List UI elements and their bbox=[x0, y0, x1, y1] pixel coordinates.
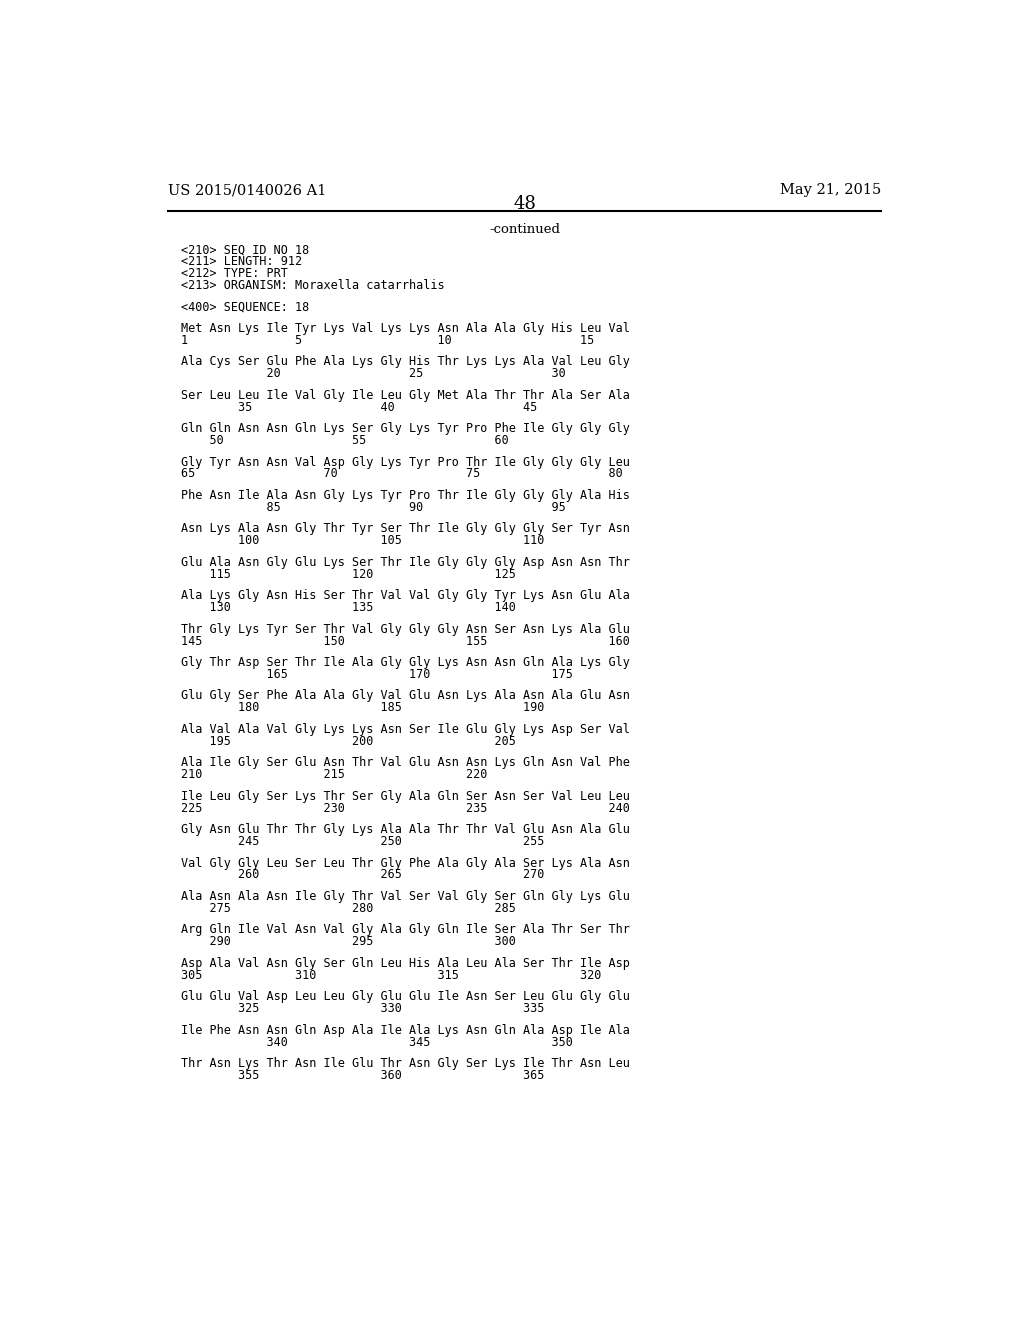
Text: 145                 150                 155                 160: 145 150 155 160 bbox=[180, 635, 630, 648]
Text: 195                 200                 205: 195 200 205 bbox=[180, 735, 515, 748]
Text: Ser Leu Leu Ile Val Gly Ile Leu Gly Met Ala Thr Thr Ala Ser Ala: Ser Leu Leu Ile Val Gly Ile Leu Gly Met … bbox=[180, 388, 630, 401]
Text: -continued: -continued bbox=[489, 223, 560, 236]
Text: Ala Ile Gly Ser Glu Asn Thr Val Glu Asn Asn Lys Gln Asn Val Phe: Ala Ile Gly Ser Glu Asn Thr Val Glu Asn … bbox=[180, 756, 630, 770]
Text: <400> SEQUENCE: 18: <400> SEQUENCE: 18 bbox=[180, 301, 309, 313]
Text: 210                 215                 220: 210 215 220 bbox=[180, 768, 487, 781]
Text: <211> LENGTH: 912: <211> LENGTH: 912 bbox=[180, 255, 302, 268]
Text: 225                 230                 235                 240: 225 230 235 240 bbox=[180, 801, 630, 814]
Text: 340                 345                 350: 340 345 350 bbox=[180, 1036, 572, 1048]
Text: Thr Asn Lys Thr Asn Ile Glu Thr Asn Gly Ser Lys Ile Thr Asn Leu: Thr Asn Lys Thr Asn Ile Glu Thr Asn Gly … bbox=[180, 1057, 630, 1071]
Text: 180                 185                 190: 180 185 190 bbox=[180, 701, 544, 714]
Text: Ala Lys Gly Asn His Ser Thr Val Val Gly Gly Tyr Lys Asn Glu Ala: Ala Lys Gly Asn His Ser Thr Val Val Gly … bbox=[180, 589, 630, 602]
Text: Gln Gln Asn Asn Gln Lys Ser Gly Lys Tyr Pro Phe Ile Gly Gly Gly: Gln Gln Asn Asn Gln Lys Ser Gly Lys Tyr … bbox=[180, 422, 630, 436]
Text: Phe Asn Ile Ala Asn Gly Lys Tyr Pro Thr Ile Gly Gly Gly Ala His: Phe Asn Ile Ala Asn Gly Lys Tyr Pro Thr … bbox=[180, 488, 630, 502]
Text: Ala Cys Ser Glu Phe Ala Lys Gly His Thr Lys Lys Ala Val Leu Gly: Ala Cys Ser Glu Phe Ala Lys Gly His Thr … bbox=[180, 355, 630, 368]
Text: 355                 360                 365: 355 360 365 bbox=[180, 1069, 544, 1082]
Text: Val Gly Gly Leu Ser Leu Thr Gly Phe Ala Gly Ala Ser Lys Ala Asn: Val Gly Gly Leu Ser Leu Thr Gly Phe Ala … bbox=[180, 857, 630, 870]
Text: 245                 250                 255: 245 250 255 bbox=[180, 836, 544, 847]
Text: 100                 105                 110: 100 105 110 bbox=[180, 535, 544, 548]
Text: Arg Gln Ile Val Asn Val Gly Ala Gly Gln Ile Ser Ala Thr Ser Thr: Arg Gln Ile Val Asn Val Gly Ala Gly Gln … bbox=[180, 924, 630, 936]
Text: 165                 170                 175: 165 170 175 bbox=[180, 668, 572, 681]
Text: 48: 48 bbox=[513, 195, 537, 214]
Text: Thr Gly Lys Tyr Ser Thr Val Gly Gly Gly Asn Ser Asn Lys Ala Glu: Thr Gly Lys Tyr Ser Thr Val Gly Gly Gly … bbox=[180, 623, 630, 636]
Text: 50                  55                  60: 50 55 60 bbox=[180, 434, 509, 447]
Text: Gly Asn Glu Thr Thr Gly Lys Ala Ala Thr Thr Val Glu Asn Ala Glu: Gly Asn Glu Thr Thr Gly Lys Ala Ala Thr … bbox=[180, 824, 630, 836]
Text: 115                 120                 125: 115 120 125 bbox=[180, 568, 515, 581]
Text: 290                 295                 300: 290 295 300 bbox=[180, 936, 515, 948]
Text: Ala Val Ala Val Gly Lys Lys Asn Ser Ile Glu Gly Lys Asp Ser Val: Ala Val Ala Val Gly Lys Lys Asn Ser Ile … bbox=[180, 723, 630, 735]
Text: 65                  70                  75                  80: 65 70 75 80 bbox=[180, 467, 623, 480]
Text: Gly Tyr Asn Asn Val Asp Gly Lys Tyr Pro Thr Ile Gly Gly Gly Leu: Gly Tyr Asn Asn Val Asp Gly Lys Tyr Pro … bbox=[180, 455, 630, 469]
Text: Asn Lys Ala Asn Gly Thr Tyr Ser Thr Ile Gly Gly Gly Ser Tyr Asn: Asn Lys Ala Asn Gly Thr Tyr Ser Thr Ile … bbox=[180, 523, 630, 536]
Text: <213> ORGANISM: Moraxella catarrhalis: <213> ORGANISM: Moraxella catarrhalis bbox=[180, 279, 444, 292]
Text: 20                  25                  30: 20 25 30 bbox=[180, 367, 565, 380]
Text: 35                  40                  45: 35 40 45 bbox=[180, 401, 537, 413]
Text: Asp Ala Val Asn Gly Ser Gln Leu His Ala Leu Ala Ser Thr Ile Asp: Asp Ala Val Asn Gly Ser Gln Leu His Ala … bbox=[180, 957, 630, 970]
Text: Gly Thr Asp Ser Thr Ile Ala Gly Gly Lys Asn Asn Gln Ala Lys Gly: Gly Thr Asp Ser Thr Ile Ala Gly Gly Lys … bbox=[180, 656, 630, 669]
Text: US 2015/0140026 A1: US 2015/0140026 A1 bbox=[168, 183, 327, 197]
Text: 305             310                 315                 320: 305 310 315 320 bbox=[180, 969, 601, 982]
Text: 260                 265                 270: 260 265 270 bbox=[180, 869, 544, 882]
Text: <210> SEQ ID NO 18: <210> SEQ ID NO 18 bbox=[180, 243, 309, 256]
Text: 1               5                   10                  15: 1 5 10 15 bbox=[180, 334, 594, 347]
Text: Glu Glu Val Asp Leu Leu Gly Glu Glu Ile Asn Ser Leu Glu Gly Glu: Glu Glu Val Asp Leu Leu Gly Glu Glu Ile … bbox=[180, 990, 630, 1003]
Text: Glu Gly Ser Phe Ala Ala Gly Val Glu Asn Lys Ala Asn Ala Glu Asn: Glu Gly Ser Phe Ala Ala Gly Val Glu Asn … bbox=[180, 689, 630, 702]
Text: 130                 135                 140: 130 135 140 bbox=[180, 601, 515, 614]
Text: 85                  90                  95: 85 90 95 bbox=[180, 500, 565, 513]
Text: 325                 330                 335: 325 330 335 bbox=[180, 1002, 544, 1015]
Text: May 21, 2015: May 21, 2015 bbox=[780, 183, 882, 197]
Text: Ile Phe Asn Asn Gln Asp Ala Ile Ala Lys Asn Gln Ala Asp Ile Ala: Ile Phe Asn Asn Gln Asp Ala Ile Ala Lys … bbox=[180, 1023, 630, 1036]
Text: Ile Leu Gly Ser Lys Thr Ser Gly Ala Gln Ser Asn Ser Val Leu Leu: Ile Leu Gly Ser Lys Thr Ser Gly Ala Gln … bbox=[180, 789, 630, 803]
Text: <212> TYPE: PRT: <212> TYPE: PRT bbox=[180, 267, 288, 280]
Text: Ala Asn Ala Asn Ile Gly Thr Val Ser Val Gly Ser Gln Gly Lys Glu: Ala Asn Ala Asn Ile Gly Thr Val Ser Val … bbox=[180, 890, 630, 903]
Text: 275                 280                 285: 275 280 285 bbox=[180, 902, 515, 915]
Text: Glu Ala Asn Gly Glu Lys Ser Thr Ile Gly Gly Gly Asp Asn Asn Thr: Glu Ala Asn Gly Glu Lys Ser Thr Ile Gly … bbox=[180, 556, 630, 569]
Text: Met Asn Lys Ile Tyr Lys Val Lys Lys Asn Ala Ala Gly His Leu Val: Met Asn Lys Ile Tyr Lys Val Lys Lys Asn … bbox=[180, 322, 630, 335]
